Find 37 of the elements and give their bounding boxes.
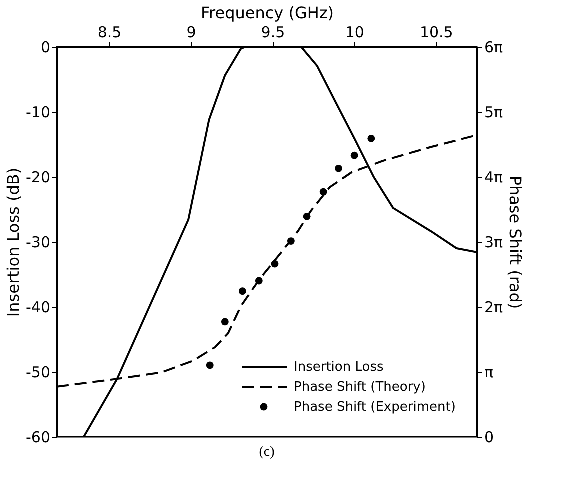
y-tick-label: -30 [26,234,50,252]
x-tick-label: 10 [345,24,364,42]
x-tick-label: 8.5 [98,24,122,42]
y-tick-label: 0 [40,38,50,56]
x-axis-title: Frequency (GHz) [200,4,334,22]
y2-tick-label: 0 [484,428,494,446]
point [350,152,358,160]
point [287,238,295,245]
legend-label: Phase Shift (Experiment) [294,400,456,415]
point [271,260,279,268]
y2-tick-label: 3π [484,234,504,252]
point [335,164,342,172]
y-tick-label: -10 [26,104,50,122]
text: (c) [259,445,276,460]
point [303,212,311,220]
y2-axis-title: Phase Shift (rad) [506,176,526,310]
y2-tick-label: 4π [484,168,504,186]
point [320,188,328,196]
y2-tick-label: 6π [484,38,504,56]
legend-label: Insertion Loss [294,360,384,375]
point [221,318,229,326]
y2-tick-label: 2π [484,298,504,316]
point [255,277,263,285]
y-axis-title: Insertion Loss (dB) [4,168,23,318]
y-tick-label: -50 [26,364,50,382]
y2-tick-label: π [484,364,494,382]
x-tick-label: 9.5 [261,24,286,42]
y-tick-label: -20 [26,168,50,186]
point [238,288,246,296]
y-tick-label: -60 [26,428,50,446]
point [206,362,214,370]
point [368,134,376,142]
legend-label: Phase Shift (Theory) [294,380,426,395]
x-tick-label: 10.5 [420,24,454,42]
x-tick-label: 9 [186,24,196,42]
y2-tick-label: 5π [484,104,504,122]
y-tick-label: -40 [26,298,50,316]
